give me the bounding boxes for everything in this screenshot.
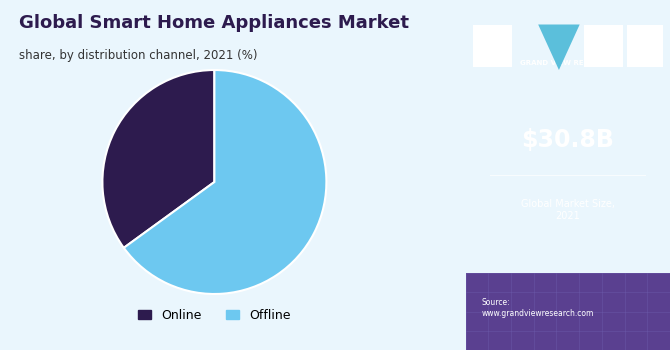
Bar (584, 25, 623, 66)
Text: share, by distribution channel, 2021 (%): share, by distribution channel, 2021 (%) (19, 49, 257, 62)
Text: GRAND VIEW RESEARCH: GRAND VIEW RESEARCH (521, 60, 615, 66)
Bar (466, 273, 670, 350)
Polygon shape (538, 25, 580, 70)
Wedge shape (103, 70, 214, 248)
Text: Source:
www.grandviewresearch.com: Source: www.grandviewresearch.com (482, 298, 594, 318)
Bar (627, 25, 663, 66)
Text: $30.8B: $30.8B (521, 128, 614, 152)
Legend: Online, Offline: Online, Offline (133, 304, 295, 327)
Text: Global Market Size,
2021: Global Market Size, 2021 (521, 199, 615, 221)
Wedge shape (124, 70, 326, 294)
Bar (473, 25, 513, 66)
Text: Global Smart Home Appliances Market: Global Smart Home Appliances Market (19, 14, 409, 32)
